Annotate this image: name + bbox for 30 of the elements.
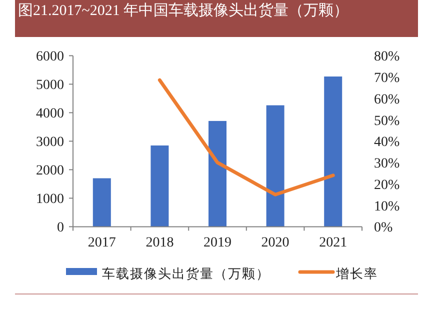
y2-tick-label: 0% bbox=[374, 220, 393, 236]
y2-tick-label: 50% bbox=[374, 114, 400, 129]
y2-tick-label: 60% bbox=[374, 92, 400, 108]
x-tick-label: 2017 bbox=[88, 236, 116, 251]
chart-title: 图21.2017~2021 年中国车载摄像头出货量（万颗） bbox=[18, 2, 349, 19]
y2-tick-label: 30% bbox=[374, 156, 400, 172]
y-tick-label: 3000 bbox=[36, 135, 64, 150]
y2-tick-label: 10% bbox=[374, 199, 400, 214]
y2-tick-label: 70% bbox=[374, 71, 400, 86]
x-tick-label: 2018 bbox=[146, 236, 174, 251]
x-tick-label: 2019 bbox=[204, 236, 232, 251]
y-tick-label: 6000 bbox=[36, 50, 64, 65]
y-tick-label: 5000 bbox=[36, 78, 64, 94]
legend-label: 车载摄像头出货量（万颗） bbox=[102, 266, 270, 281]
y-tick-label: 2000 bbox=[36, 164, 64, 179]
y-tick-label: 1000 bbox=[36, 192, 64, 208]
x-tick-label: 2020 bbox=[261, 236, 290, 251]
bar bbox=[324, 76, 342, 227]
y2-tick-label: 80% bbox=[374, 50, 400, 65]
bar bbox=[208, 120, 226, 227]
y2-tick-label: 40% bbox=[374, 135, 400, 150]
y-tick-label: 4000 bbox=[36, 106, 64, 122]
line-series bbox=[158, 78, 335, 196]
bar bbox=[92, 178, 111, 227]
y2-tick-label: 20% bbox=[374, 178, 400, 193]
y-tick-label: 0 bbox=[57, 220, 64, 236]
bar bbox=[266, 105, 284, 227]
bar bbox=[150, 145, 169, 227]
x-tick-label: 2021 bbox=[319, 236, 348, 251]
legend-label: 增长率 bbox=[335, 266, 378, 281]
